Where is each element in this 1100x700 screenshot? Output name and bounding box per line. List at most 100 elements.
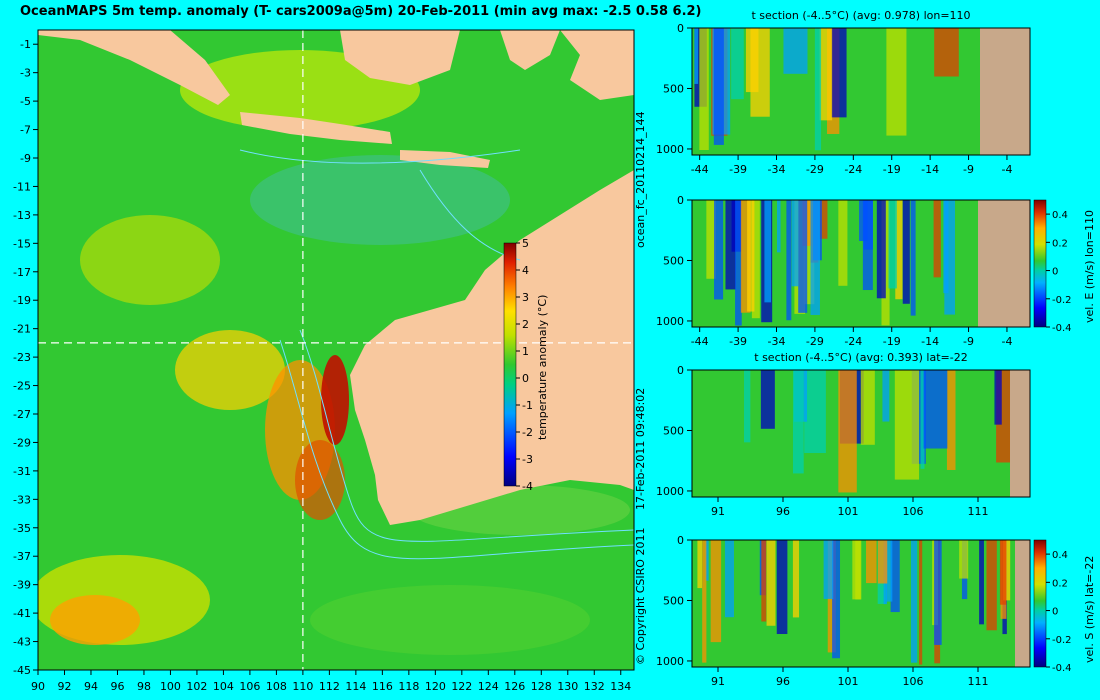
colorbar-tick-label: -0.2 <box>1052 635 1072 646</box>
section-feature <box>890 540 900 613</box>
section-y-tick-label: 500 <box>663 254 684 267</box>
section-x-tick-label: -19 <box>883 335 901 348</box>
section-x-tick-label: 91 <box>711 675 725 688</box>
section-feature <box>838 200 848 286</box>
section-x-tick-label: -14 <box>921 335 939 348</box>
section-feature <box>724 540 734 618</box>
section-feature <box>713 28 724 145</box>
section-feature <box>725 200 736 290</box>
map-y-tick-label: -39 <box>13 579 31 592</box>
section-x-tick-label: -4 <box>1001 335 1012 348</box>
section-feature <box>810 200 820 315</box>
section-feature <box>694 28 699 84</box>
section-feature <box>934 28 959 77</box>
section-x-tick-label: -39 <box>729 163 747 176</box>
section-feature <box>999 540 1007 605</box>
section-feature <box>860 370 875 445</box>
section-feature <box>714 200 724 300</box>
section-feature <box>798 200 808 313</box>
section-x-tick-label: -34 <box>768 163 786 176</box>
page-title: OceanMAPS 5m temp. anomaly (T- cars2009a… <box>20 4 702 19</box>
section-x-tick-label: 111 <box>968 675 989 688</box>
section-feature <box>792 370 804 474</box>
section-feature <box>943 200 949 294</box>
section-feature <box>804 370 826 454</box>
section-panels: -44 -39 -34 -29 -24 -19 -14 -9 -4 0 500 1000 t secti… <box>656 9 1096 688</box>
colorbar-tick-label: -0.4 <box>1052 663 1072 674</box>
section-x-tick-label: 96 <box>776 505 790 518</box>
section-x-tick-label: -19 <box>883 163 901 176</box>
map-x-tick-label: 104 <box>213 680 234 693</box>
colorbar-tick-label: -0.4 <box>1052 323 1072 334</box>
section-x-tick-label: -34 <box>768 335 786 348</box>
section-feature <box>886 540 893 602</box>
map-y-tick-label: -5 <box>20 95 31 108</box>
colorbar-tick-label: 2 <box>522 318 529 331</box>
section-x-tick-label: 106 <box>903 675 924 688</box>
section-x-tick-label: 111 <box>968 505 989 518</box>
map-x-tick-label: 102 <box>186 680 207 693</box>
map-y-tick-label: -29 <box>13 436 31 449</box>
colorbar-label: temperature anomaly (°C) <box>536 295 549 440</box>
section-y-tick-label: 0 <box>677 22 684 35</box>
colorbar-tick-label: 0 <box>522 372 529 385</box>
section-feature <box>702 540 707 663</box>
section-frame <box>691 27 1031 156</box>
map-x-tick-label: 94 <box>84 680 98 693</box>
warm-anomaly-region <box>50 595 140 645</box>
section-feature <box>803 200 815 305</box>
section-feature <box>705 540 709 581</box>
section-y-tick-label: 0 <box>677 364 684 377</box>
temperature-colorbar <box>503 242 517 487</box>
map-x-tick-label: 90 <box>31 680 45 693</box>
anomaly-region <box>310 585 590 655</box>
section-title: t section (-4..5°C) (avg: 0.978) lon=110 <box>751 9 970 22</box>
section-feature <box>760 370 775 429</box>
section-y-tick-label: 1000 <box>656 655 684 668</box>
section-feature <box>814 28 822 151</box>
section-x-tick-label: -9 <box>963 335 974 348</box>
section-feature <box>876 200 886 299</box>
map-x-tick-label: 116 <box>372 680 393 693</box>
section-x-tick-label: 101 <box>838 505 859 518</box>
section-feature <box>735 200 742 326</box>
velocity-colorbar-label: vel. S (m/s) lat=-22 <box>1083 556 1096 663</box>
colorbar-tick-label: 0 <box>1052 267 1058 278</box>
section-x-tick-label: 106 <box>903 505 924 518</box>
velocity-colorbar <box>1033 539 1047 668</box>
map-x-tick-label: 110 <box>292 680 313 693</box>
warm-anomaly-region <box>321 355 349 445</box>
section-y-tick-label: 0 <box>677 534 684 547</box>
section-feature <box>918 540 923 665</box>
map-x-tick-label: 130 <box>557 680 578 693</box>
map-y-tick-label: -43 <box>13 636 31 649</box>
section-x-tick-label: -29 <box>806 163 824 176</box>
section-y-tick-label: 500 <box>663 424 684 437</box>
section-feature <box>994 370 1002 425</box>
map-y-tick-label: -23 <box>13 351 31 364</box>
map-x-tick-label: 114 <box>345 680 366 693</box>
colorbar-tick-label: -0.2 <box>1052 295 1072 306</box>
warm-anomaly-region <box>80 215 220 305</box>
section-feature <box>699 28 709 150</box>
section-x-tick-label: -24 <box>844 335 862 348</box>
section-feature <box>751 200 760 319</box>
map-x-tick-label: 134 <box>610 680 631 693</box>
section-feature <box>766 540 776 626</box>
section-feature <box>979 540 984 625</box>
section-x-tick-label: -44 <box>691 335 709 348</box>
map-x-tick-label: 98 <box>137 680 151 693</box>
section-feature <box>886 28 907 136</box>
section-feature <box>888 200 897 289</box>
colorbar-tick-label: 0 <box>1052 607 1058 618</box>
land-new-guinea <box>560 30 634 100</box>
section-feature <box>855 540 862 600</box>
section-land <box>978 200 1030 327</box>
section-feature <box>819 28 833 121</box>
map-x-tick-label: 132 <box>584 680 605 693</box>
section-feature <box>832 540 841 659</box>
map-y-tick-label: -35 <box>13 522 31 535</box>
section-feature <box>747 200 755 312</box>
map-x-tick-label: 118 <box>398 680 419 693</box>
section-land <box>1015 540 1030 667</box>
